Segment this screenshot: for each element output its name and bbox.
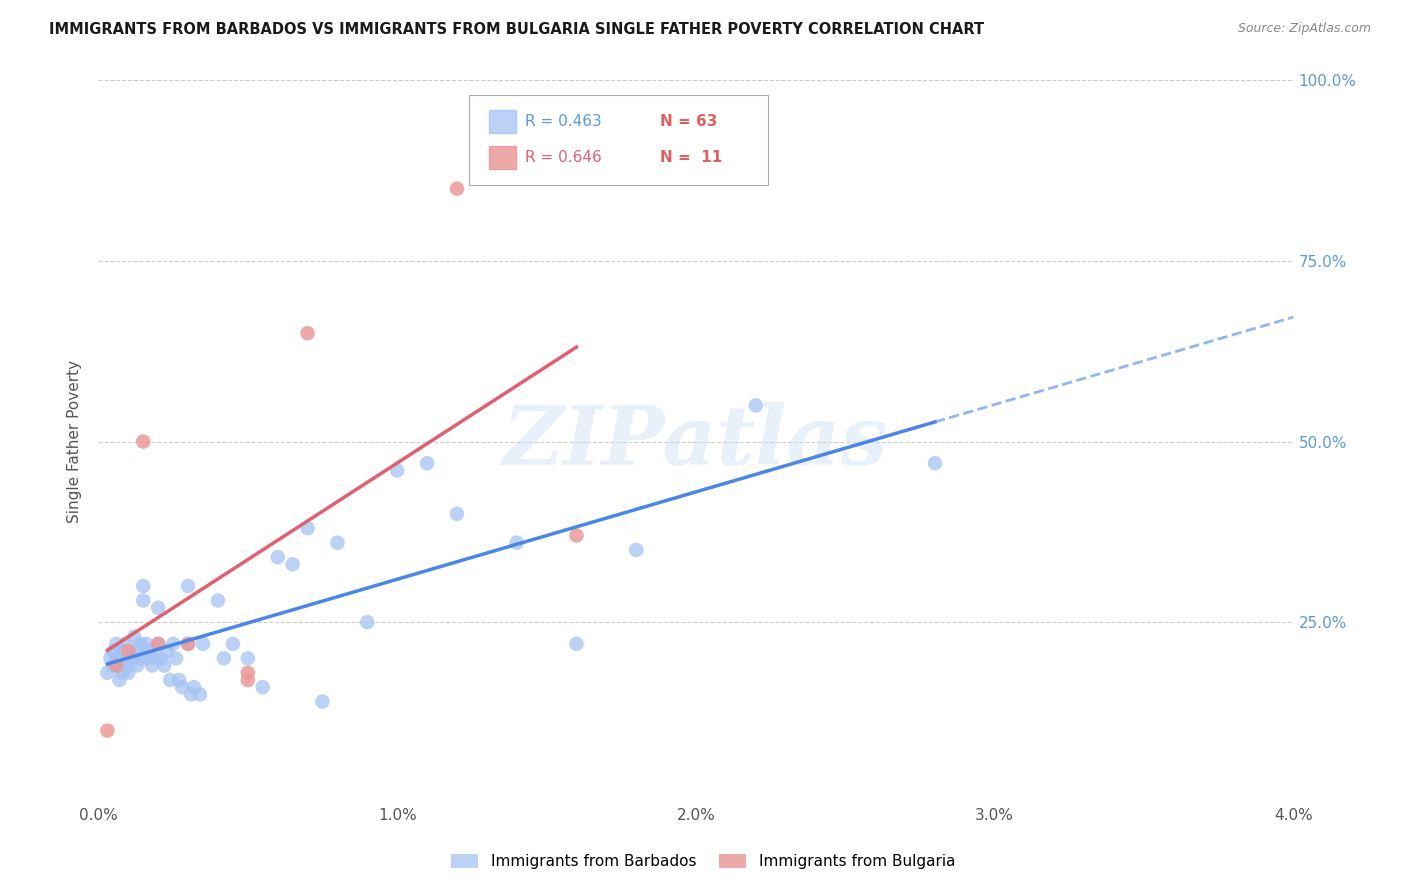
Point — [326, 535, 349, 549]
Point — [148, 637, 170, 651]
Point — [108, 673, 131, 687]
Point — [745, 398, 768, 412]
Point — [311, 695, 333, 709]
Point — [924, 456, 946, 470]
Point — [156, 644, 179, 658]
Point — [159, 673, 181, 687]
Point — [117, 644, 139, 658]
Point — [143, 651, 166, 665]
Point — [117, 651, 139, 665]
Point — [172, 680, 194, 694]
Point — [111, 644, 134, 658]
Point — [565, 528, 588, 542]
FancyBboxPatch shape — [470, 95, 768, 185]
Point — [105, 651, 128, 665]
Point — [236, 673, 259, 687]
Point — [446, 507, 468, 521]
Point — [108, 658, 131, 673]
Point — [191, 637, 214, 651]
Point — [148, 637, 170, 651]
Point — [124, 630, 146, 644]
Text: R = 0.646: R = 0.646 — [524, 150, 602, 165]
Point — [281, 558, 304, 572]
Point — [98, 651, 122, 665]
Point — [356, 615, 378, 630]
Point — [129, 651, 152, 665]
Point — [114, 651, 136, 665]
Point — [236, 665, 259, 680]
Text: N = 63: N = 63 — [661, 114, 717, 129]
Point — [416, 456, 439, 470]
Point — [117, 665, 139, 680]
Point — [212, 651, 235, 665]
Point — [626, 542, 648, 557]
Point — [105, 658, 128, 673]
Point — [132, 434, 155, 449]
Text: ZIPatlas: ZIPatlas — [503, 401, 889, 482]
Point — [138, 644, 160, 658]
Point — [177, 579, 200, 593]
Point — [103, 658, 125, 673]
Text: IMMIGRANTS FROM BARBADOS VS IMMIGRANTS FROM BULGARIA SINGLE FATHER POVERTY CORRE: IMMIGRANTS FROM BARBADOS VS IMMIGRANTS F… — [49, 22, 984, 37]
Text: Source: ZipAtlas.com: Source: ZipAtlas.com — [1237, 22, 1371, 36]
Point — [117, 658, 139, 673]
Point — [177, 637, 200, 651]
Point — [222, 637, 245, 651]
Point — [132, 593, 155, 607]
Point — [165, 651, 187, 665]
Point — [141, 658, 163, 673]
Point — [207, 593, 229, 607]
Point — [267, 550, 290, 565]
Point — [96, 723, 118, 738]
Point — [188, 687, 211, 701]
Point — [162, 637, 184, 651]
Point — [103, 644, 125, 658]
Point — [565, 637, 588, 651]
Point — [167, 673, 190, 687]
Y-axis label: Single Father Poverty: Single Father Poverty — [67, 360, 83, 523]
Point — [105, 637, 128, 651]
Point — [117, 644, 139, 658]
Point — [96, 665, 118, 680]
Point — [446, 182, 468, 196]
Point — [153, 658, 176, 673]
Point — [297, 521, 319, 535]
Point — [506, 535, 529, 549]
Point — [124, 651, 146, 665]
Point — [177, 637, 200, 651]
Legend: Immigrants from Barbados, Immigrants from Bulgaria: Immigrants from Barbados, Immigrants fro… — [444, 848, 962, 875]
Point — [135, 651, 157, 665]
Bar — [489, 146, 516, 169]
Text: R = 0.463: R = 0.463 — [524, 114, 602, 129]
Point — [132, 579, 155, 593]
Point — [183, 680, 205, 694]
Point — [252, 680, 274, 694]
Point — [236, 651, 259, 665]
Bar — [489, 110, 516, 133]
Point — [127, 658, 149, 673]
Point — [135, 637, 157, 651]
Text: N =  11: N = 11 — [661, 150, 723, 165]
Point — [385, 463, 409, 477]
Point — [111, 665, 134, 680]
Point — [297, 326, 319, 340]
Point — [148, 600, 170, 615]
Point — [129, 637, 152, 651]
Point — [127, 644, 149, 658]
Point — [180, 687, 202, 701]
Point — [114, 637, 136, 651]
Point — [150, 651, 173, 665]
